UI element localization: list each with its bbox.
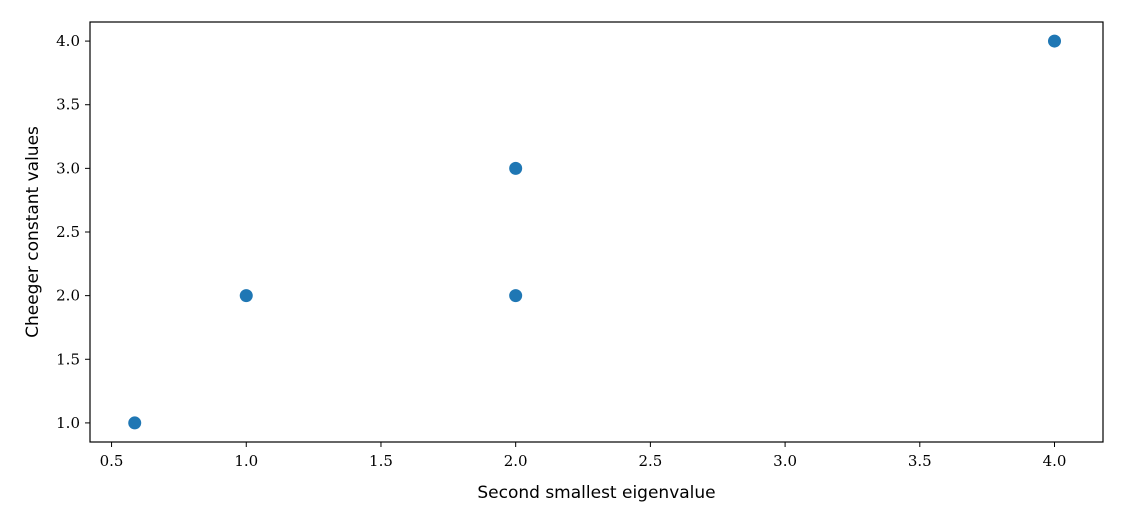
- y-tick-label: 2.5: [56, 223, 80, 241]
- data-point: [509, 289, 523, 303]
- x-tick-label: 0.5: [100, 452, 124, 470]
- x-tick-label: 4.0: [1043, 452, 1067, 470]
- y-tick-label: 2.0: [56, 287, 80, 305]
- x-axis-ticks: 0.5 1.0 1.5 2.0 2.5 3.0 3.5 4.0: [100, 442, 1067, 470]
- y-tick-label: 4.0: [56, 32, 80, 50]
- data-points: [128, 34, 1062, 430]
- x-tick-label: 1.5: [369, 452, 393, 470]
- x-tick-label: 1.0: [234, 452, 258, 470]
- y-tick-label: 3.0: [56, 159, 80, 177]
- plot-frame: [89, 21, 1104, 443]
- data-point: [239, 289, 253, 303]
- x-tick-label: 2.5: [638, 452, 662, 470]
- data-point: [509, 161, 523, 175]
- x-tick-label: 3.5: [908, 452, 932, 470]
- data-point: [128, 416, 142, 430]
- y-tick-label: 1.5: [56, 350, 80, 368]
- y-axis-ticks: 1.0 1.5 2.0 2.5 3.0 3.5 4.0: [56, 32, 90, 432]
- x-axis-label: Second smallest eigenvalue: [477, 483, 715, 503]
- data-point: [1048, 34, 1062, 48]
- y-tick-label: 1.0: [56, 414, 80, 432]
- y-axis-label: Cheeger constant values: [23, 126, 43, 338]
- y-tick-label: 3.5: [56, 96, 80, 114]
- x-tick-label: 3.0: [773, 452, 797, 470]
- x-tick-label: 2.0: [504, 452, 528, 470]
